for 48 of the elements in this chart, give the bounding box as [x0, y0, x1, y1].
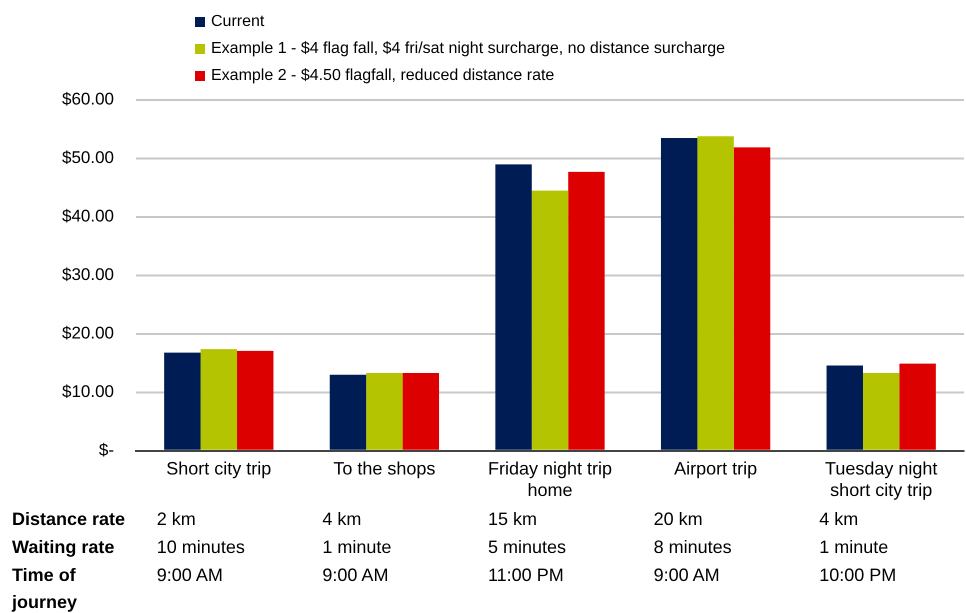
text: 10 minutes	[156, 536, 245, 559]
bar	[402, 373, 440, 450]
text: 9:00 AM	[156, 564, 223, 587]
y-tick-label: $40.00	[62, 206, 114, 226]
bar	[237, 350, 274, 450]
legend-label: Example 1 - $4 flag fall, $4 fri/sat night surcharge, no distance surcharge	[211, 40, 726, 58]
text: 9:00 AM	[654, 564, 720, 587]
bar	[164, 352, 201, 450]
text: 2 km	[156, 508, 196, 531]
y-tick-label: $30.00	[62, 265, 114, 284]
text: 20 km	[654, 508, 703, 531]
y-tick-label: $60.00	[62, 90, 114, 109]
text: 5 minutes	[488, 536, 566, 559]
bar	[826, 365, 863, 450]
legend-label: Current	[211, 12, 264, 30]
legend-label: Example 2 - $4.50 flagfall, reduced distance rate	[211, 66, 554, 84]
text: Distance rate	[12, 508, 126, 531]
y-tick-label: $-	[98, 440, 114, 460]
text: 1 minute	[322, 536, 392, 559]
bar	[366, 373, 403, 450]
text: 11:00 PM	[488, 564, 564, 587]
text: 9:00 AM	[322, 564, 388, 587]
bar	[330, 374, 366, 450]
x-tick-label: To the shops	[333, 458, 436, 479]
text: Time of journey	[12, 564, 78, 613]
bar	[200, 349, 238, 450]
bar	[697, 136, 734, 450]
text: 1 minute	[819, 536, 888, 559]
bar	[568, 172, 605, 450]
y-tick-label: $50.00	[62, 148, 114, 168]
bar	[899, 364, 936, 450]
x-tick-label: Airport trip	[674, 458, 758, 479]
x-tick-label: Tuesday night short city trip	[824, 458, 938, 500]
y-tick-label: $10.00	[62, 382, 114, 402]
text: 4 km	[819, 508, 858, 531]
text: 10:00 PM	[819, 564, 896, 587]
text: 4 km	[322, 508, 362, 531]
bar	[734, 147, 770, 450]
text: 8 minutes	[654, 536, 732, 559]
text: Waiting rate	[12, 536, 116, 559]
bar	[532, 190, 568, 450]
bar	[660, 138, 698, 450]
x-tick-label: Short city trip	[166, 458, 272, 479]
bar	[495, 164, 532, 450]
bar	[862, 373, 900, 450]
y-tick-label: $20.00	[62, 324, 114, 343]
text: 15 km	[488, 508, 538, 531]
x-tick-label: Friday night trip home	[488, 458, 612, 500]
